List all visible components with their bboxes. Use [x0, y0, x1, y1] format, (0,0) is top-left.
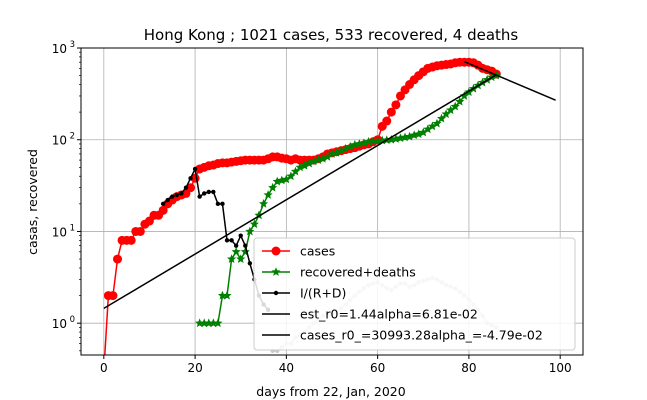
chart-title: Hong Kong ; 1021 cases, 533 recovered, 4…: [144, 26, 519, 44]
data-point: [427, 121, 437, 131]
axes-frame: [80, 47, 584, 356]
data-point: [233, 243, 239, 248]
data-point: [197, 194, 202, 199]
x-tick-label: 80: [461, 361, 476, 375]
data-point: [126, 235, 136, 245]
data-point: [459, 91, 469, 100]
data-point: [206, 189, 211, 195]
legend: cases recovered+deaths I/(R+D) est_r0=1.44a…: [253, 237, 576, 351]
data-point: [158, 205, 168, 215]
legend-entry: cases_r0_=30993.28alpha_=-4.79e-02: [300, 328, 543, 343]
data-point: [183, 185, 189, 190]
legend-entry: I/(R+D): [300, 286, 346, 301]
legend-box: [253, 237, 576, 351]
y-axis-label: casas, recovered: [25, 149, 40, 255]
data-point: [382, 116, 392, 126]
data-point: [263, 190, 273, 199]
data-point: [186, 183, 196, 193]
series-line-2: [162, 168, 269, 311]
x-tick-label: 20: [187, 361, 202, 375]
data-point: [229, 238, 234, 243]
y-tick-label: 10: [52, 42, 67, 56]
data-point: [271, 246, 281, 256]
data-point: [395, 91, 405, 101]
data-point: [273, 290, 279, 296]
data-point: [211, 189, 216, 195]
data-point: [245, 226, 255, 236]
data-point: [222, 290, 232, 300]
data-point: [220, 201, 225, 207]
data-point: [391, 100, 401, 110]
data-point: [345, 141, 355, 151]
y-tick-label: 10: [52, 317, 67, 331]
data-point: [238, 233, 243, 238]
data-point: [236, 254, 246, 263]
data-point: [160, 201, 166, 207]
data-point: [202, 191, 207, 196]
data-point: [170, 194, 175, 199]
data-point: [332, 148, 342, 157]
data-point: [336, 145, 346, 155]
data-point: [224, 238, 230, 243]
series-line-3: [103, 74, 497, 310]
data-point: [271, 267, 281, 276]
x-tick-label: 0: [100, 361, 108, 375]
data-point: [192, 166, 198, 172]
data-point: [455, 96, 465, 106]
data-point: [450, 101, 460, 111]
data-point: [247, 261, 253, 266]
data-point: [418, 127, 428, 137]
data-point: [188, 176, 193, 181]
data-point: [318, 153, 328, 163]
data-point: [258, 199, 269, 208]
y-tick-exponent: 0: [70, 315, 75, 325]
data-point: [227, 254, 237, 263]
data-point: [135, 226, 145, 236]
data-point: [436, 113, 447, 123]
y-tick-exponent: 3: [70, 40, 75, 50]
data-point: [432, 118, 442, 128]
data-point: [386, 107, 396, 117]
data-point: [290, 166, 301, 176]
x-tick-label: 100: [549, 361, 572, 375]
data-point: [108, 291, 118, 301]
data-point: [243, 243, 248, 248]
y-tick-exponent: 2: [70, 132, 75, 142]
data-point: [231, 247, 241, 256]
data-point: [249, 219, 259, 229]
data-point: [174, 192, 180, 198]
data-point: [423, 124, 433, 134]
data-point: [268, 182, 278, 192]
data-point: [165, 197, 170, 203]
data-point: [446, 105, 456, 115]
data-point: [300, 160, 310, 170]
series-line-4: [464, 60, 556, 101]
data-point: [341, 143, 351, 153]
data-point: [441, 109, 451, 119]
data-point: [215, 201, 221, 207]
legend-entry: cases: [300, 244, 335, 259]
x-axis-label: days from 22, Jan, 2020: [256, 384, 405, 399]
y-tick-label: 10: [52, 134, 67, 148]
x-tick-label: 60: [370, 361, 385, 375]
legend-entry: est_r0=1.44alpha=6.81e-02: [300, 307, 478, 322]
x-tick-label: 40: [279, 361, 294, 375]
y-tick-exponent: 1: [70, 223, 75, 233]
data-point: [213, 318, 223, 328]
data-layer: [103, 57, 556, 355]
data-point: [179, 191, 184, 196]
data-point: [304, 158, 314, 168]
legend-entry: recovered+deaths: [300, 265, 416, 280]
data-point: [113, 254, 123, 264]
data-point: [286, 171, 296, 181]
data-point: [281, 174, 291, 184]
y-tick-label: 10: [52, 225, 67, 239]
data-point: [322, 152, 332, 161]
